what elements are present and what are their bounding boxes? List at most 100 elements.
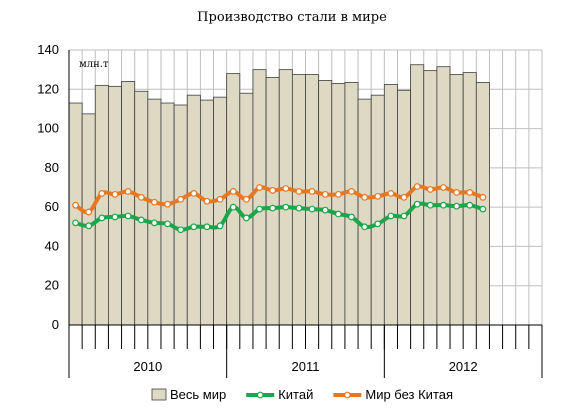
line-china-point (137, 216, 145, 224)
line-china-point (190, 223, 198, 231)
legend-label-world: Весь мир (170, 387, 226, 402)
line-world-ex-china-point (387, 189, 395, 197)
bar-world (318, 80, 333, 326)
bar-world (291, 74, 306, 326)
line-world-ex-china-point (242, 195, 250, 203)
line-china-point (479, 205, 487, 213)
line-world-ex-china-point (334, 190, 342, 198)
bar-world (199, 99, 214, 326)
line-series (72, 183, 487, 234)
bar-world (423, 70, 438, 326)
bar-world (305, 74, 320, 326)
line-china-point (111, 213, 119, 221)
year-label: 2011 (292, 359, 320, 374)
y-tick-label: 140 (37, 42, 59, 57)
line-china-point (348, 213, 355, 221)
line-china-point (295, 204, 303, 212)
y-tick-label: 40 (45, 238, 59, 253)
legend-swatch-marker (343, 391, 351, 399)
bar-world (397, 89, 412, 326)
line-world-ex-china-point (466, 189, 474, 196)
line-world-ex-china-point (453, 189, 460, 196)
line-china-point (466, 201, 474, 209)
bar-world (121, 81, 136, 326)
legend: Весь мир Китай Мир без Китая (151, 387, 453, 402)
y-tick-label: 60 (45, 199, 59, 214)
line-world-ex-china-point (151, 198, 158, 206)
line-world-ex-china-point (348, 188, 355, 195)
line-world-ex-china-point (85, 208, 93, 216)
line-china-point (413, 200, 421, 208)
line-world-ex-china-point (124, 188, 132, 195)
axis-labels: 0 20 40 60 80 100 120 140 2010 2011 2012 млн.т (37, 42, 477, 374)
line-world-ex-china-point (295, 188, 303, 195)
bar-world (265, 77, 280, 326)
bar-world (436, 66, 451, 326)
year-label: 2012 (449, 359, 478, 374)
line-china-point (269, 204, 277, 212)
line-world-ex-china-point (374, 192, 382, 200)
chart-title: Производство стали в мире (197, 10, 387, 25)
bar-world (160, 102, 175, 326)
bar-world (108, 85, 122, 326)
bar-world (252, 69, 267, 326)
legend-label-world-ex-china: Мир без Китая (365, 387, 453, 402)
line-world-ex-china-point (426, 186, 434, 193)
line-world-ex-china-point (216, 195, 224, 203)
line-china-point (85, 222, 93, 230)
line-world-ex-china-point (440, 184, 447, 191)
y-tick-label: 100 (37, 121, 59, 136)
line-world-ex-china-point (72, 201, 79, 209)
line-world-ex-china-point (413, 183, 421, 190)
line-world-ex-china-point (190, 189, 198, 197)
line-china-point (72, 219, 79, 227)
y-tick-label: 80 (45, 160, 59, 175)
bar-world (226, 73, 241, 326)
line-world-ex-china-point (269, 187, 277, 194)
line-china-point (216, 222, 224, 230)
line-world-ex-china-point (308, 188, 316, 195)
line-china-point (98, 214, 106, 222)
line-world-ex-china-point (98, 189, 106, 197)
line-world-ex-china-point (203, 197, 211, 205)
bar-world (147, 98, 162, 326)
legend-swatch-world (151, 388, 167, 401)
line-china-point (334, 210, 342, 218)
line-world-ex-china-point (282, 185, 290, 192)
y-tick-label: 0 (52, 317, 59, 332)
line-world-ex-china-point (361, 193, 369, 201)
bar-world (462, 72, 477, 326)
bar-world (410, 64, 425, 326)
bar-world (357, 98, 372, 326)
bar-world (475, 82, 490, 326)
y-tick-label: 120 (37, 81, 59, 96)
line-world-ex-china-point (321, 190, 329, 198)
line-china-point (426, 201, 434, 209)
bar-world (134, 90, 149, 326)
line-china-point (177, 226, 185, 234)
bar-world (239, 92, 254, 326)
line-china-point (361, 223, 369, 231)
bar-world (173, 104, 188, 326)
bar-world (81, 113, 96, 326)
line-world-ex-china-point (177, 195, 185, 203)
line-world-ex-china-point (229, 188, 237, 195)
line-china-point (124, 212, 132, 220)
bar-world (186, 94, 201, 326)
line-china-point (308, 205, 316, 213)
line-china-point (387, 212, 395, 220)
line-world-ex-china-point (164, 200, 171, 208)
bar-world (68, 102, 83, 326)
line-china-point (151, 219, 158, 227)
line-china-point (400, 212, 408, 220)
axes (68, 50, 543, 378)
unit-label: млн.т (79, 59, 109, 70)
line-china-point (164, 220, 171, 228)
bar-world (344, 82, 359, 326)
bar-world (449, 74, 464, 326)
bar-world (94, 84, 109, 326)
y-tick-label: 20 (45, 278, 59, 293)
bar-world (383, 83, 398, 326)
line-world-ex-china-point (400, 193, 408, 201)
legend-label-china: Китай (278, 387, 313, 402)
